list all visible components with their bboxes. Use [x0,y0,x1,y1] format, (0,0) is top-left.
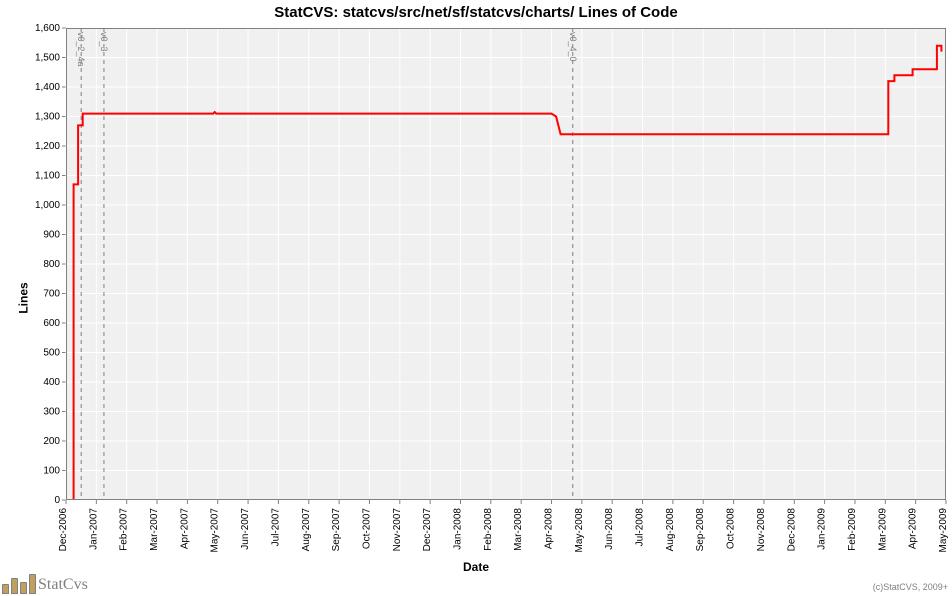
svg-text:Jan-2007: Jan-2007 [88,508,99,550]
svg-text:Sep-2007: Sep-2007 [331,508,342,552]
svg-text:800: 800 [43,259,60,270]
svg-text:Dec-2007: Dec-2007 [422,508,433,552]
svg-text:1,100: 1,100 [35,171,60,182]
svg-text:Apr-2009: Apr-2009 [908,508,919,550]
svg-text:1,400: 1,400 [35,82,60,93]
svg-text:Dec-2008: Dec-2008 [786,508,797,552]
svg-text:Feb-2007: Feb-2007 [119,508,130,551]
svg-text:Nov-2008: Nov-2008 [756,508,767,552]
svg-text:Apr-2008: Apr-2008 [544,508,555,550]
footer-copyright: (c)StatCVS, 2009+ [873,582,948,592]
svg-text:1,000: 1,000 [35,200,60,211]
chart-svg: 0 100 200 300 400 500 600 700 800 900 1,000 1,100 1,… [0,0,952,596]
svg-text:Mar-2008: Mar-2008 [513,508,524,551]
svg-text:Jun-2008: Jun-2008 [604,508,615,550]
brand-text: StatCvs [38,576,88,594]
svg-text:1,200: 1,200 [35,141,60,152]
svg-text:Aug-2007: Aug-2007 [301,508,312,552]
svg-text:Aug-2008: Aug-2008 [665,508,676,552]
svg-text:0: 0 [54,495,60,506]
svg-text:Apr-2007: Apr-2007 [179,508,190,550]
svg-text:Jul-2008: Jul-2008 [635,508,646,547]
svg-text:v0_4_0: v0_4_0 [568,32,578,62]
svg-text:Sep-2008: Sep-2008 [695,508,706,552]
svg-text:Jun-2007: Jun-2007 [240,508,251,550]
svg-text:Feb-2008: Feb-2008 [483,508,494,551]
footer-brand: StatCvs [2,576,88,594]
svg-text:700: 700 [43,289,60,300]
svg-text:Jul-2007: Jul-2007 [270,508,281,547]
svg-text:Jan-2008: Jan-2008 [452,508,463,550]
svg-text:Oct-2008: Oct-2008 [726,508,737,550]
svg-text:400: 400 [43,377,60,388]
y-axis-label: Lines [17,282,31,313]
x-axis-label: Date [463,560,489,574]
chart-container: StatCVS: statcvs/src/net/sf/statcvs/char… [0,0,952,596]
svg-text:Dec-2006: Dec-2006 [58,508,69,552]
svg-text:Jan-2009: Jan-2009 [817,508,828,550]
svg-text:v0_3: v0_3 [99,32,109,52]
svg-text:600: 600 [43,318,60,329]
svg-text:v0_2_4a: v0_2_4a [76,32,86,67]
svg-text:Mar-2009: Mar-2009 [877,508,888,551]
svg-text:May-2009: May-2009 [938,508,949,553]
svg-text:300: 300 [43,407,60,418]
svg-text:Nov-2007: Nov-2007 [392,508,403,552]
svg-text:1,300: 1,300 [35,112,60,123]
svg-text:Feb-2009: Feb-2009 [847,508,858,551]
svg-text:100: 100 [43,466,60,477]
svg-text:May-2008: May-2008 [574,508,585,553]
chart-title: StatCVS: statcvs/src/net/sf/statcvs/char… [0,4,952,21]
svg-text:200: 200 [43,436,60,447]
svg-text:Oct-2007: Oct-2007 [361,508,372,550]
svg-text:900: 900 [43,230,60,241]
svg-text:1,500: 1,500 [35,53,60,64]
brand-logo-icon [2,576,36,594]
svg-text:May-2007: May-2007 [210,508,221,553]
svg-text:500: 500 [43,348,60,359]
svg-text:1,600: 1,600 [35,23,60,34]
svg-text:Mar-2007: Mar-2007 [149,508,160,551]
